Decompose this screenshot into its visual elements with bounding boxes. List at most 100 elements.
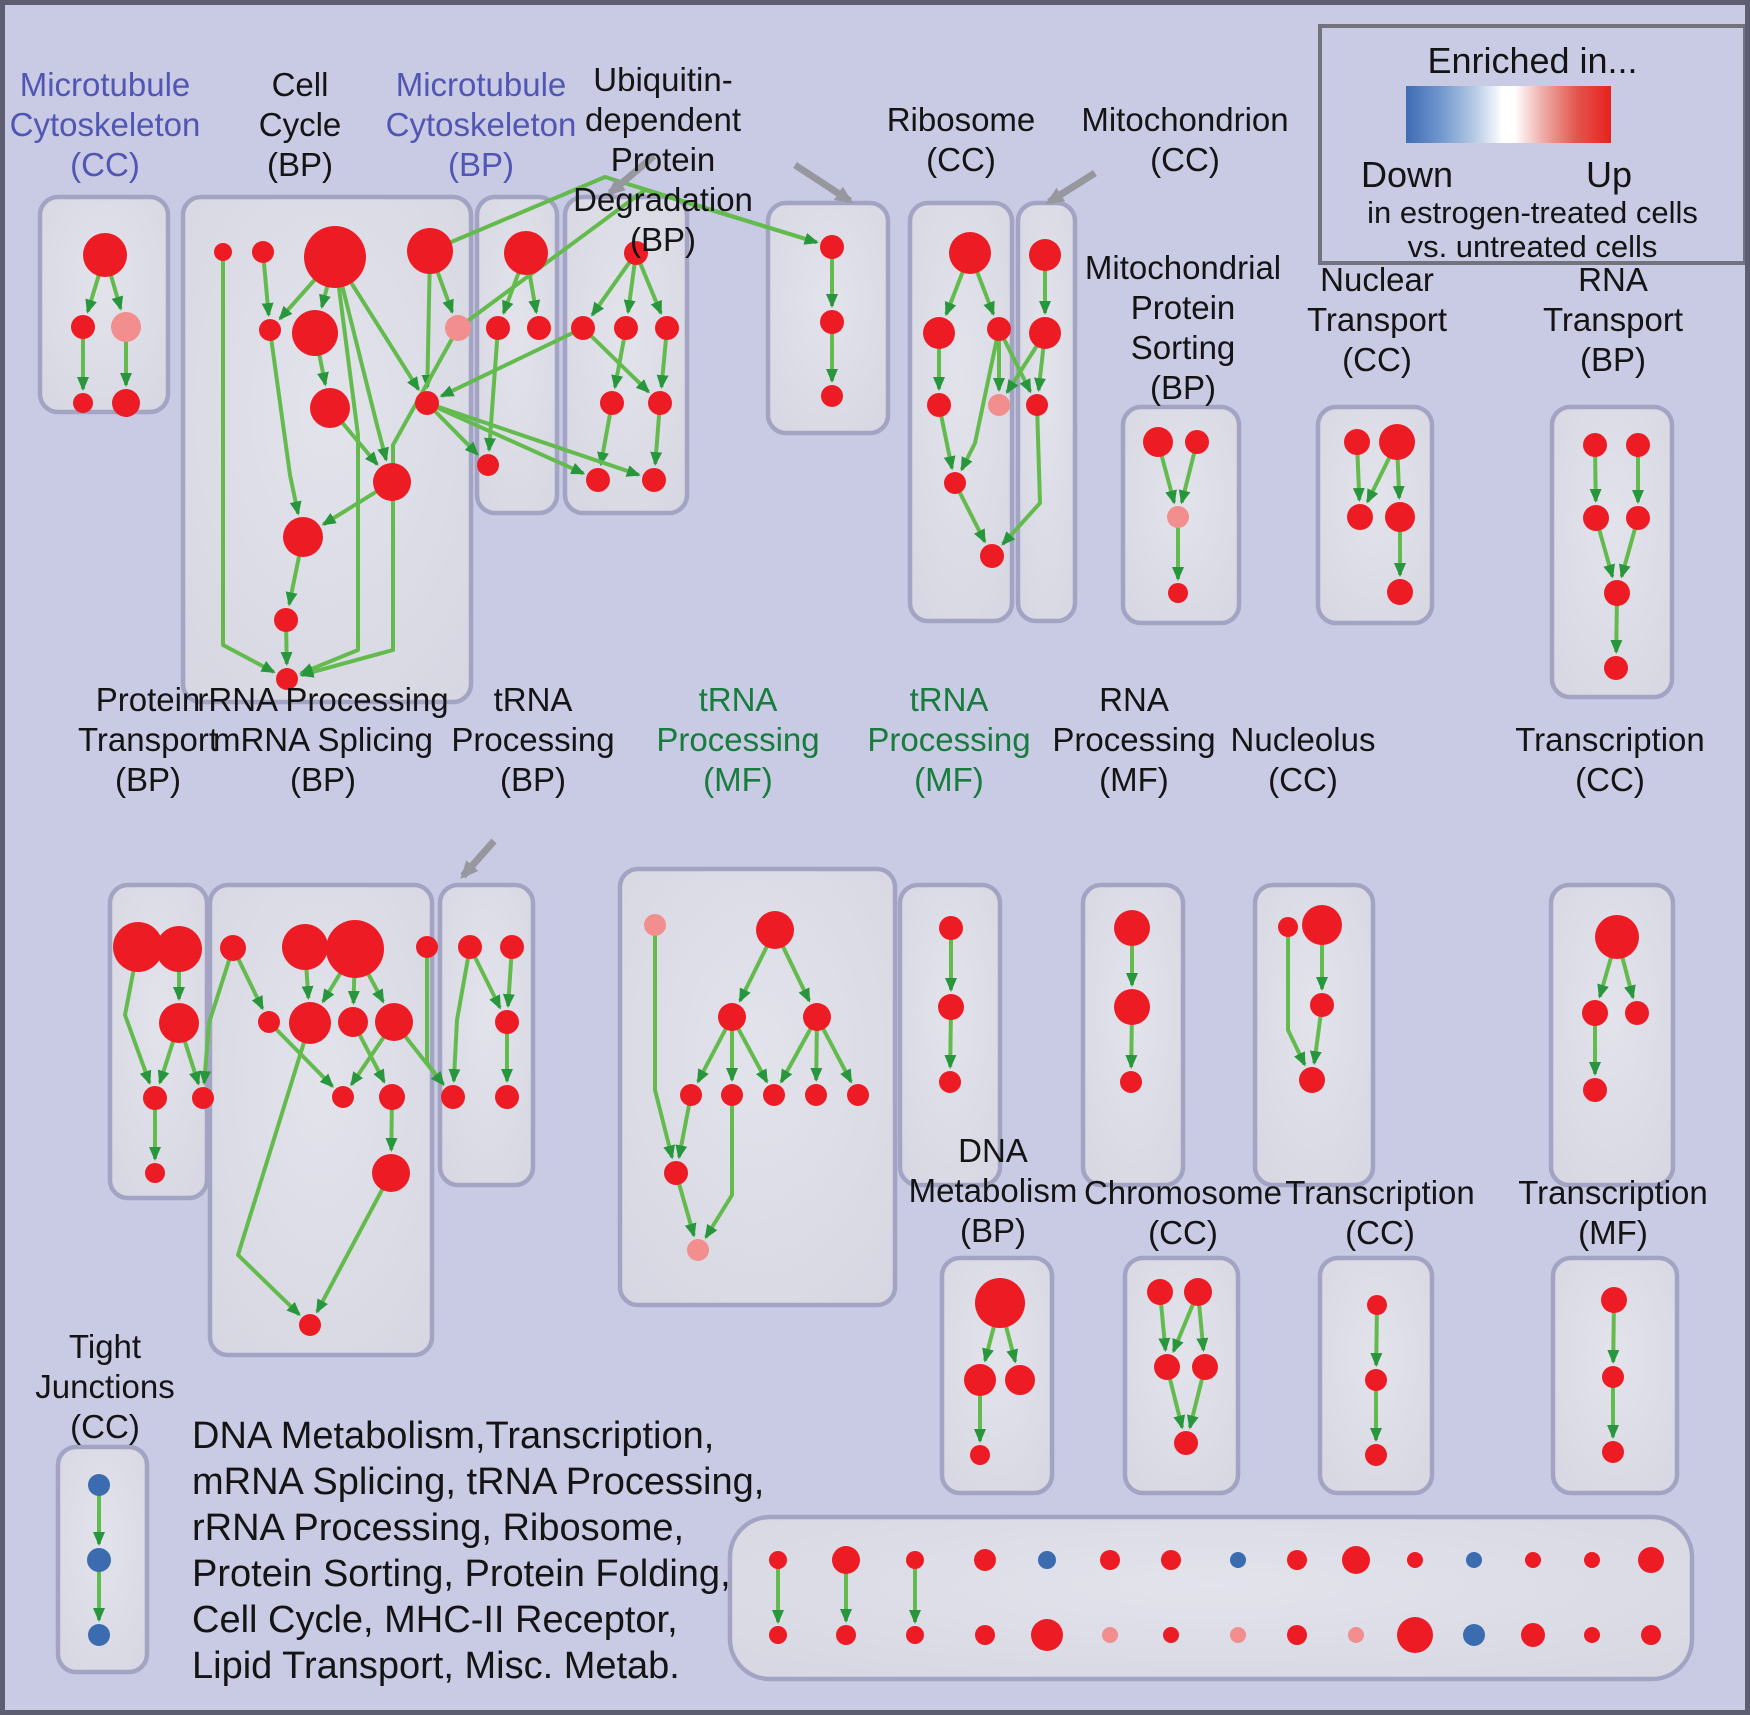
node-s15t xyxy=(1638,1547,1664,1573)
node-dm3 xyxy=(1005,1365,1035,1395)
node-s6t xyxy=(1100,1550,1120,1570)
node-rt3 xyxy=(1583,505,1609,531)
label-trna-processing-bp-line3: (BP) xyxy=(500,761,566,798)
label-rna-transport-bp-line1: RNA xyxy=(1578,261,1648,298)
node-s5t xyxy=(1038,1551,1056,1569)
cluster-box-rna-transport-bp xyxy=(1549,404,1675,700)
node-mo_t xyxy=(1029,239,1061,271)
node-cc_a xyxy=(214,243,232,261)
node-rt2 xyxy=(1626,433,1650,457)
node-rp1 xyxy=(1114,910,1150,946)
annotation-line-2: mRNA Splicing, tRNA Processing, xyxy=(192,1461,765,1503)
label-transcription-mf-line1: Transcription xyxy=(1518,1174,1708,1211)
node-nu2 xyxy=(1302,905,1342,945)
node-tm_p xyxy=(644,914,666,936)
label-mitochondrial-protein-sorting-bp-line1: Mitochondrial xyxy=(1084,249,1282,286)
node-nu3 xyxy=(1310,993,1334,1017)
label-pointer-arrow-2 xyxy=(793,162,854,204)
node-s14b xyxy=(1584,1627,1600,1643)
label-dna-metabolism-bp-line2: Metabolism xyxy=(908,1172,1078,1209)
label-nuclear-transport-cc-line1: Nuclear xyxy=(1320,261,1434,298)
node-ua_r2 xyxy=(614,316,638,340)
node-ua_b2 xyxy=(642,468,666,492)
label-trna-processing-mf-large-line2: Processing xyxy=(656,721,820,758)
edge-mo_l-ri_k xyxy=(1001,404,1042,546)
node-s13b xyxy=(1521,1623,1545,1647)
edge-cc_c-cc_m xyxy=(299,256,360,676)
node-r_f xyxy=(289,1002,331,1044)
node-tm_t xyxy=(756,911,794,949)
node-nu4 xyxy=(1299,1067,1325,1093)
label-nuclear-transport-cc-line3: (CC) xyxy=(1342,341,1412,378)
edge-cc_d-ub_t xyxy=(429,175,819,253)
annotation-line-6: Lipid Transport, Misc. Metab. xyxy=(192,1645,680,1687)
node-tm_m2 xyxy=(803,1003,831,1031)
node-ch4 xyxy=(1192,1354,1218,1380)
node-s11t xyxy=(1407,1552,1423,1568)
label-tight-junctions-cc: Tight Junctions (CC) xyxy=(35,1327,174,1447)
node-t31 xyxy=(1367,1295,1387,1315)
node-rp3 xyxy=(1120,1071,1142,1093)
node-s10t xyxy=(1342,1546,1370,1574)
node-tb5 xyxy=(495,1085,519,1109)
label-rrna-processing-mrna-splicing-bp: rRNA Processing mRNA Splicing (BP) xyxy=(197,680,448,800)
edge-ua_t-ua_r1 xyxy=(590,251,638,317)
node-r_e xyxy=(258,1011,280,1033)
edge-cc_c-cc_j xyxy=(333,256,389,462)
node-ub_t xyxy=(820,235,844,259)
node-ua_m2 xyxy=(648,391,672,415)
node-r_h xyxy=(375,1003,413,1041)
label-dna-metabolism-bp-line1: DNA xyxy=(958,1132,1028,1169)
node-mp3 xyxy=(1167,506,1189,528)
node-ch1 xyxy=(1147,1279,1173,1305)
label-rrna-processing-mrna-splicing-bp-line1: rRNA Processing xyxy=(197,681,449,718)
node-ua_r1 xyxy=(571,316,595,340)
label-transcription-cc-upper-line2: (CC) xyxy=(1575,761,1645,798)
node-r_k xyxy=(372,1154,410,1192)
node-mo_l xyxy=(1026,394,1048,416)
label-tight-junctions-cc-line3: (CC) xyxy=(70,1408,140,1445)
node-q1 xyxy=(1601,1287,1627,1313)
label-tight-junctions-cc-line2: Junctions xyxy=(35,1368,175,1405)
node-tm_b1 xyxy=(680,1084,702,1106)
node-t32 xyxy=(1365,1369,1387,1391)
label-transcription-cc-lower-line1: Transcription xyxy=(1285,1174,1475,1211)
node-ts2 xyxy=(938,994,964,1020)
node-s10b xyxy=(1348,1627,1364,1643)
node-cc_l xyxy=(274,608,298,632)
node-pt2 xyxy=(156,926,202,972)
node-ri_p xyxy=(988,394,1010,416)
node-pt4 xyxy=(143,1086,167,1110)
node-tm_m1 xyxy=(718,1003,746,1031)
node-tb4 xyxy=(441,1085,465,1109)
node-r_a xyxy=(220,935,246,961)
label-pointer-arrow-1 xyxy=(606,153,657,196)
node-ri_m2 xyxy=(987,317,1011,341)
node-q2 xyxy=(1602,1366,1624,1388)
label-trna-processing-bp-line1: tRNA xyxy=(493,681,573,718)
node-ri_s xyxy=(944,472,966,494)
label-nuclear-transport-cc-line2: Transport xyxy=(1307,301,1447,338)
legend-title: Enriched in... xyxy=(1427,40,1638,81)
node-ri_t xyxy=(949,232,991,274)
node-r_b xyxy=(282,924,328,970)
node-cc_d xyxy=(407,228,453,274)
node-nt5 xyxy=(1387,579,1413,605)
node-ri_k xyxy=(980,544,1004,568)
node-mc3 xyxy=(111,312,141,342)
node-nt1 xyxy=(1344,429,1370,455)
label-microtubule-cytoskeleton-bp-line2: Cytoskeleton xyxy=(385,106,577,143)
color-legend: Enriched in... Down Up in estrogen-treat… xyxy=(1318,24,1745,265)
node-s8t xyxy=(1230,1552,1246,1568)
label-dna-metabolism-bp: DNA Metabolism (BP) xyxy=(909,1131,1078,1251)
legend-up-label: Up xyxy=(1585,154,1633,195)
edge-cc_g-cc_m xyxy=(299,327,460,678)
label-cell-cycle-bp-line1: Cell xyxy=(271,66,329,103)
label-transcription-cc-upper-line1: Transcription xyxy=(1515,721,1705,758)
node-ua_r3 xyxy=(655,316,679,340)
node-ub_b xyxy=(821,385,843,407)
label-rna-processing-mf: RNA Processing (MF) xyxy=(1052,680,1215,800)
label-ubiquitin-degradation-bp-a-line3: Protein xyxy=(610,141,716,178)
node-rt5 xyxy=(1604,580,1630,606)
